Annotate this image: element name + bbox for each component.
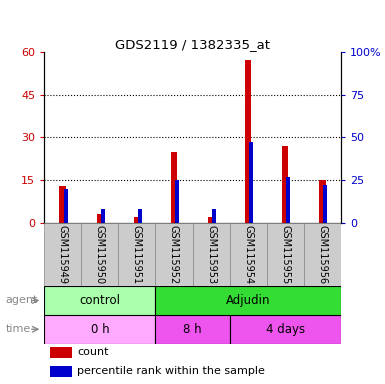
Bar (81, 223, 119, 286)
Text: count: count (77, 347, 109, 357)
Bar (212, 209, 216, 223)
Bar (100, 209, 105, 223)
Bar (286, 177, 290, 223)
Text: 4 days: 4 days (266, 323, 305, 336)
Text: 8 h: 8 h (183, 323, 202, 336)
Bar (156, 286, 341, 315)
Title: GDS2119 / 1382335_at: GDS2119 / 1382335_at (115, 38, 270, 51)
Bar (229, 223, 266, 286)
Text: time: time (6, 324, 31, 334)
Bar (208, 217, 214, 223)
Text: GSM115953: GSM115953 (206, 225, 216, 284)
Bar (156, 223, 192, 286)
Bar (138, 209, 142, 223)
Text: control: control (79, 294, 121, 307)
Bar (323, 185, 327, 223)
Text: GSM115954: GSM115954 (243, 225, 253, 284)
Text: 0 h: 0 h (90, 323, 109, 336)
Text: GSM115949: GSM115949 (58, 225, 68, 284)
Bar (44, 315, 156, 344)
Bar (156, 315, 229, 344)
Bar (249, 142, 253, 223)
Text: GSM115956: GSM115956 (317, 225, 327, 284)
Text: GSM115951: GSM115951 (132, 225, 142, 284)
Text: GSM115955: GSM115955 (280, 225, 290, 284)
Bar (119, 223, 156, 286)
Bar (64, 189, 68, 223)
Bar (44, 223, 81, 286)
Bar (229, 315, 341, 344)
Text: GSM115950: GSM115950 (95, 225, 105, 284)
Bar (50, 366, 72, 376)
Bar (282, 146, 288, 223)
Bar (245, 60, 251, 223)
Bar (304, 223, 341, 286)
Text: percentile rank within the sample: percentile rank within the sample (77, 366, 265, 376)
Bar (59, 186, 66, 223)
Bar (134, 217, 140, 223)
Bar (267, 223, 304, 286)
Bar (97, 214, 103, 223)
Bar (319, 180, 326, 223)
Bar (192, 223, 229, 286)
Text: agent: agent (6, 295, 38, 306)
Text: Adjudin: Adjudin (226, 294, 270, 307)
Bar (171, 152, 177, 223)
Bar (175, 180, 179, 223)
Text: GSM115952: GSM115952 (169, 225, 179, 284)
Bar (44, 286, 156, 315)
Bar (50, 347, 72, 358)
